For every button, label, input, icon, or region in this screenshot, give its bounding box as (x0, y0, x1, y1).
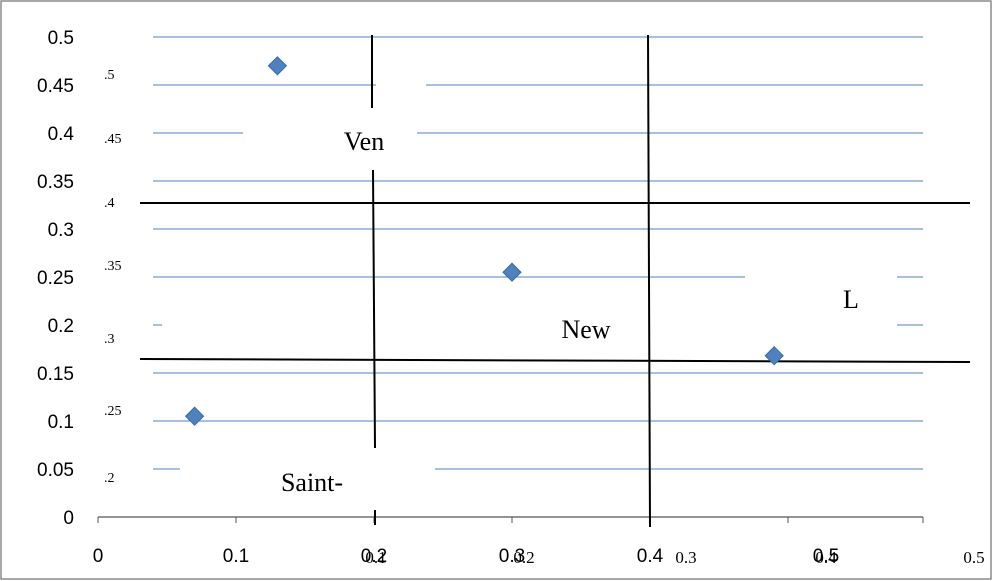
overlay-x-tick-label: 0.4 (815, 548, 837, 567)
overlay-y-tick-label: .5 (104, 68, 115, 83)
region-divider-1 (372, 169, 376, 449)
y-tick-label: 0.45 (37, 76, 74, 97)
overlay-x-tick-label: 0.5 (963, 548, 984, 567)
label-mask-1 (162, 310, 460, 340)
y-tick-label: 0.5 (48, 28, 74, 49)
x-tick-label: 0.3 (499, 546, 525, 567)
data-point (502, 262, 522, 282)
region-label: Ven (344, 127, 384, 156)
region-divider-5 (139, 358, 971, 363)
x-tick-label: 0.1 (223, 546, 249, 567)
data-point (764, 346, 784, 366)
y-tick-label: 0 (63, 508, 74, 529)
y-tick-label: 0.35 (37, 172, 74, 193)
label-masks (162, 70, 897, 495)
y-tick-label: 0.1 (48, 412, 74, 433)
y-tick-label: 0.05 (37, 460, 74, 481)
label-mask-5 (376, 70, 426, 130)
x-tick-label: 0.5 (813, 546, 839, 567)
overlay-x-tick-label: 0.1 (365, 548, 386, 567)
y-tick-label: 0.15 (37, 364, 74, 385)
label-mask-3 (745, 262, 897, 337)
overlay-y-tick-label: .3 (104, 332, 115, 347)
overlay-y-tick-label: .2 (104, 471, 115, 486)
overlay-y-tick-label: .25 (104, 404, 122, 419)
overlay-y-tick-labels: .2 .25 .3 .35 .4 .45 .5 (104, 68, 122, 486)
region-label: New (561, 315, 610, 344)
label-mask-2 (460, 305, 746, 335)
data-points (184, 56, 784, 426)
y-tick-label: 0.2 (48, 316, 74, 337)
region-dividers (139, 34, 971, 528)
overlay-y-tick-label: .45 (104, 132, 122, 147)
y-tick-labels: 0 0.05 0.1 0.15 0.2 0.25 0.3 0.35 0.4 0.45 0.5 (37, 28, 74, 529)
region-label: Saint- (281, 468, 343, 497)
x-tick-labels: 0 0.1 0.2 0.3 0.4 0.5 (93, 546, 840, 567)
region-divider-3 (647, 34, 651, 528)
data-point (267, 56, 288, 76)
x-tick-label: 0.2 (361, 546, 387, 567)
y-tick-label: 0.4 (48, 124, 75, 145)
overlay-y-tick-label: .4 (104, 196, 115, 211)
x-tick-label: 0.4 (637, 546, 664, 567)
overlay-x-tick-label: 0.2 (513, 548, 534, 567)
overlay-y-tick-label: .35 (104, 259, 122, 274)
overlay-x-tick-labels: 0.1 0.2 0.3 0.4 0.5 (365, 548, 984, 567)
region-label: L (843, 285, 859, 314)
y-tick-label: 0.25 (37, 268, 74, 289)
label-mask-4 (180, 455, 435, 495)
region-labels: Ven New L Saint- (281, 127, 859, 497)
x-tick-label: 0 (93, 546, 104, 567)
data-point (184, 406, 205, 426)
overlay-x-tick-label: 0.3 (675, 548, 696, 567)
y-tick-label: 0.3 (48, 220, 74, 241)
